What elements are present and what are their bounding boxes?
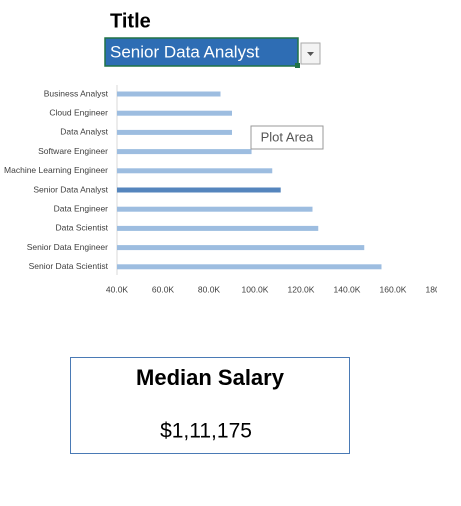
x-tick-label: 40.0K [106, 284, 129, 294]
bar [117, 264, 382, 270]
category-label: Senior Data Analyst [33, 184, 108, 194]
tooltip-box [250, 125, 324, 150]
bar [117, 225, 319, 231]
category-label: Machine Learning Engineer [4, 165, 108, 175]
bar [117, 129, 232, 135]
bar [117, 149, 252, 155]
bar [117, 245, 365, 251]
bar [117, 110, 232, 116]
bar [117, 206, 313, 212]
title: Title [110, 10, 151, 32]
category-label: Cloud Engineer [49, 107, 108, 117]
tooltip: Plot Area [261, 129, 315, 144]
x-tick-label: 160.0K [380, 284, 407, 294]
dropdown-value: Senior Data Analyst [110, 42, 260, 61]
bar [117, 91, 221, 97]
x-tick-label: 180.0K [426, 284, 453, 294]
x-tick-label: 60.0K [152, 284, 175, 294]
x-tick-label: 120.0K [288, 284, 315, 294]
category-label: Data Engineer [54, 203, 109, 213]
kpi-value: $1,11,175 [160, 420, 252, 443]
category-label: Software Engineer [38, 146, 108, 156]
category-label: Senior Data Engineer [27, 242, 108, 252]
x-tick-label: 140.0K [334, 284, 361, 294]
category-label: Business Analyst [44, 88, 109, 98]
category-label: Data Scientist [56, 223, 109, 233]
bar [117, 187, 281, 193]
dropdown-arrow [307, 52, 314, 56]
dropdown[interactable] [104, 37, 299, 67]
kpi-label: Median Salary [136, 365, 285, 390]
category-label: Senior Data Scientist [29, 261, 109, 271]
bar [117, 168, 273, 174]
x-tick-label: 80.0K [198, 284, 221, 294]
plot: 40.0K 60.0K 80.0K 100.0K 120.0K 140.0K 160.0K 1… [4, 88, 453, 294]
kpi-card [70, 357, 350, 454]
category-label: Data Analyst [60, 127, 108, 137]
selection-handle [295, 63, 300, 68]
x-tick-label: 100.0K [242, 284, 269, 294]
